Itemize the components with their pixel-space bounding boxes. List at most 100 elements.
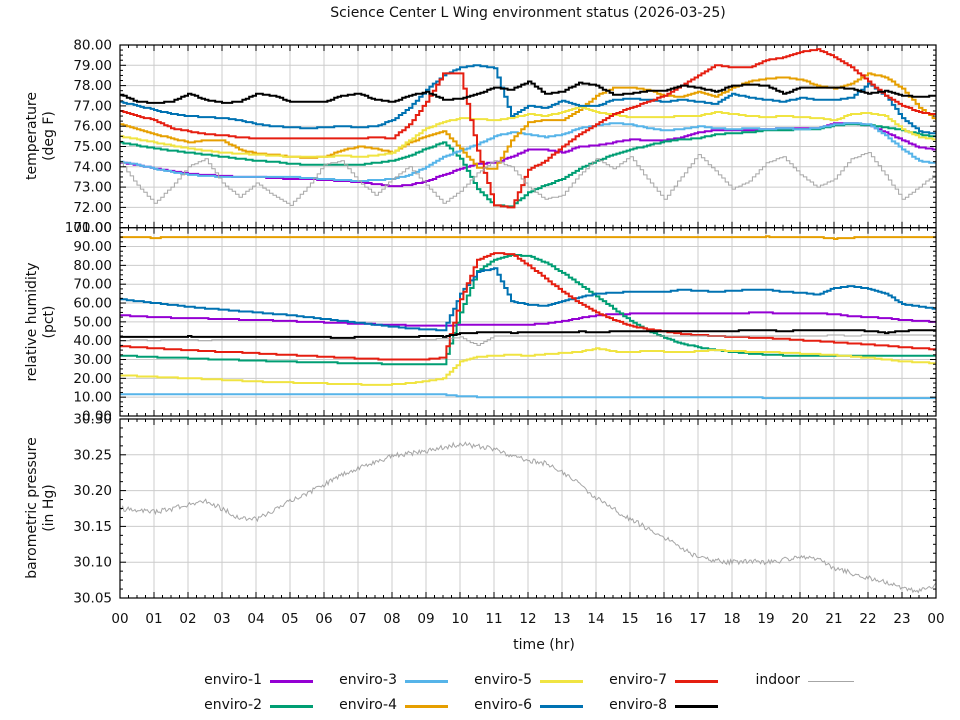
legend-enviro-4-swatch [405, 704, 448, 708]
series-enviro-4-temperature-line [120, 72, 936, 170]
series-enviro-8-relative-humidity-line [120, 329, 936, 339]
y-axis-label-pressure: barometric pressure (in Hg) [24, 437, 58, 578]
y-axis-label-pressure-line2: (in Hg) [41, 484, 57, 532]
series-enviro-5-temperature-line [120, 105, 936, 158]
x-tick-label: 00 [111, 611, 128, 627]
y-tick-label: 77.00 [73, 98, 112, 114]
legend-enviro-3-swatch [405, 679, 448, 683]
x-tick-label: 19 [757, 611, 774, 627]
series-enviro-4-relative-humidity-line [120, 235, 936, 240]
y-tick-label: 60.00 [73, 296, 112, 312]
series-enviro-7-relative-humidity-line [120, 252, 936, 361]
x-tick-label: 13 [553, 611, 570, 627]
y-tick-label: 10.00 [73, 390, 112, 406]
y-axis-label-temperature-line2: (deg F) [41, 111, 57, 161]
x-tick-label: 17 [689, 611, 706, 627]
series-enviro-6-temperature-line [120, 64, 936, 135]
y-tick-label: 30.10 [73, 555, 112, 571]
x-tick-label: 16 [655, 611, 672, 627]
y-tick-label: 80.00 [73, 258, 112, 274]
y-axis-label-humidity-line2: (pct) [41, 305, 57, 339]
legend-enviro-5-swatch [540, 679, 583, 683]
legend-indoor-swatch [808, 680, 854, 682]
y-tick-label: 30.30 [73, 412, 112, 428]
chart-title: Science Center L Wing environment status… [330, 5, 726, 21]
x-tick-label: 12 [519, 611, 536, 627]
legend-indoor-label: indoor [755, 672, 800, 688]
x-tick-label: 21 [825, 611, 842, 627]
y-tick-label: 30.15 [73, 519, 112, 535]
series-indoor-temperature-line [120, 152, 936, 206]
y-tick-label: 71.00 [73, 220, 112, 236]
legend-enviro-4-label: enviro-4 [339, 697, 397, 713]
y-tick-label: 75.00 [73, 139, 112, 155]
legend-enviro-7-swatch [675, 679, 718, 683]
y-tick-label: 79.00 [73, 58, 112, 74]
x-tick-label: 14 [587, 611, 604, 627]
x-tick-label: 01 [145, 611, 162, 627]
y-tick-label: 74.00 [73, 159, 112, 175]
x-tick-label: 11 [485, 611, 502, 627]
series-enviro-2-relative-humidity-line [120, 254, 936, 366]
x-tick-label: 02 [179, 611, 196, 627]
x-tick-label: 23 [893, 611, 910, 627]
legend-enviro-8-swatch [675, 704, 718, 708]
x-tick-label: 15 [621, 611, 638, 627]
y-tick-label: 73.00 [73, 180, 112, 196]
legend-enviro-8-label: enviro-8 [609, 697, 667, 713]
y-tick-label: 76.00 [73, 119, 112, 135]
legend-enviro-1-swatch [270, 679, 313, 683]
legend-enviro-2-label: enviro-2 [204, 697, 262, 713]
x-tick-label: 22 [859, 611, 876, 627]
series-enviro-8-temperature-line [120, 80, 936, 104]
x-tick-label: 00 [927, 611, 944, 627]
y-axis-label-pressure-line1: barometric pressure [24, 437, 40, 579]
y-axis-label-humidity: relative humidity (pct) [24, 262, 58, 381]
x-tick-label: 20 [791, 611, 808, 627]
y-tick-label: 100.00 [65, 220, 112, 236]
x-tick-label: 08 [383, 611, 400, 627]
x-tick-label: 05 [281, 611, 298, 627]
y-tick-label: 90.00 [73, 239, 112, 255]
series-enviro-7-temperature-line [120, 48, 936, 209]
y-tick-label: 50.00 [73, 314, 112, 330]
x-tick-label: 04 [247, 611, 264, 627]
x-axis-label: time (hr) [513, 637, 575, 653]
x-tick-label: 03 [213, 611, 230, 627]
x-tick-label: 06 [315, 611, 332, 627]
legend-enviro-7-label: enviro-7 [609, 672, 667, 688]
legend-enviro-3-label: enviro-3 [339, 672, 397, 688]
x-tick-label: 10 [451, 611, 468, 627]
series-enviro-3-temperature-line [120, 122, 936, 182]
y-tick-label: 20.00 [73, 371, 112, 387]
series-enviro-1-relative-humidity-line [120, 311, 936, 327]
y-tick-label: 80.00 [73, 38, 112, 54]
legend-enviro-6-label: enviro-6 [474, 697, 532, 713]
series-indoor-relative-humidity-line [120, 334, 936, 346]
legend-enviro-1-label: enviro-1 [204, 672, 262, 688]
x-tick-label: 09 [417, 611, 434, 627]
y-tick-label: 30.05 [73, 591, 112, 607]
y-tick-label: 72.00 [73, 200, 112, 216]
legend-enviro-6-swatch [540, 704, 583, 708]
y-tick-label: 30.00 [73, 352, 112, 368]
series-enviro-3-relative-humidity-line [120, 393, 936, 400]
series-enviro-6-relative-humidity-line [120, 267, 936, 332]
y-tick-label: 30.25 [73, 447, 112, 463]
y-tick-label: 30.20 [73, 483, 112, 499]
y-tick-label: 0.00 [82, 409, 112, 425]
x-tick-label: 07 [349, 611, 366, 627]
y-axis-label-temperature: temperature (deg F) [24, 92, 58, 180]
legend-enviro-5-label: enviro-5 [474, 672, 532, 688]
series-enviro-5-relative-humidity-line [120, 347, 936, 386]
series-indoor-barometric-pressure-line [120, 441, 936, 594]
y-axis-label-temperature-line1: temperature [24, 92, 40, 180]
legend-enviro-2-swatch [270, 704, 313, 708]
x-tick-label: 18 [723, 611, 740, 627]
y-tick-label: 40.00 [73, 333, 112, 349]
y-tick-label: 70.00 [73, 277, 112, 293]
y-tick-label: 78.00 [73, 78, 112, 94]
y-axis-label-humidity-line1: relative humidity [24, 262, 40, 382]
